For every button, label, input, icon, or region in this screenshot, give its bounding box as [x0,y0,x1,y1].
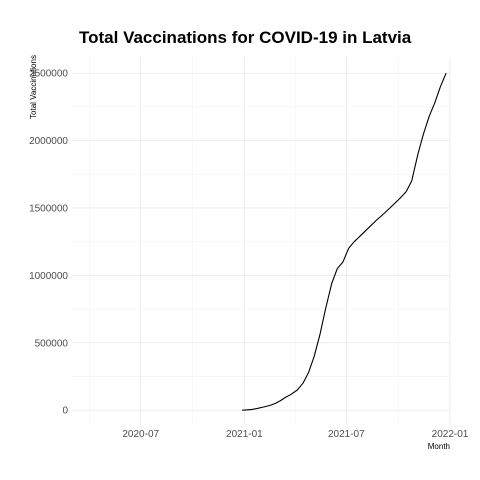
x-tick-label: 2021-01 [226,429,263,440]
y-tick-label: 1500000 [29,203,68,214]
y-tick-label: 2000000 [29,136,68,147]
x-tick-label: 2022-01 [432,429,469,440]
major-gridlines [72,57,451,425]
y-axis-label: Total Vaccinations [29,55,38,119]
x-axis-label: Month [428,442,450,451]
x-tick-label: 2021-07 [328,429,365,440]
y-tick-label: 2500000 [29,69,68,80]
chart-title: Total Vaccinations for COVID-19 in Latvi… [79,28,412,47]
y-tick-label: 500000 [35,338,69,349]
series-line [242,72,447,411]
x-tick-label: 2020-07 [122,429,159,440]
series-group [242,72,447,411]
y-tick-labels: 0 500000 1000000 1500000 2000000 2500000 [29,69,68,417]
y-tick-label: 0 [62,406,68,417]
y-tick-label: 1000000 [29,271,68,282]
x-tick-labels: 2020-07 2021-01 2021-07 2022-01 [122,429,468,440]
minor-gridlines [72,57,450,425]
